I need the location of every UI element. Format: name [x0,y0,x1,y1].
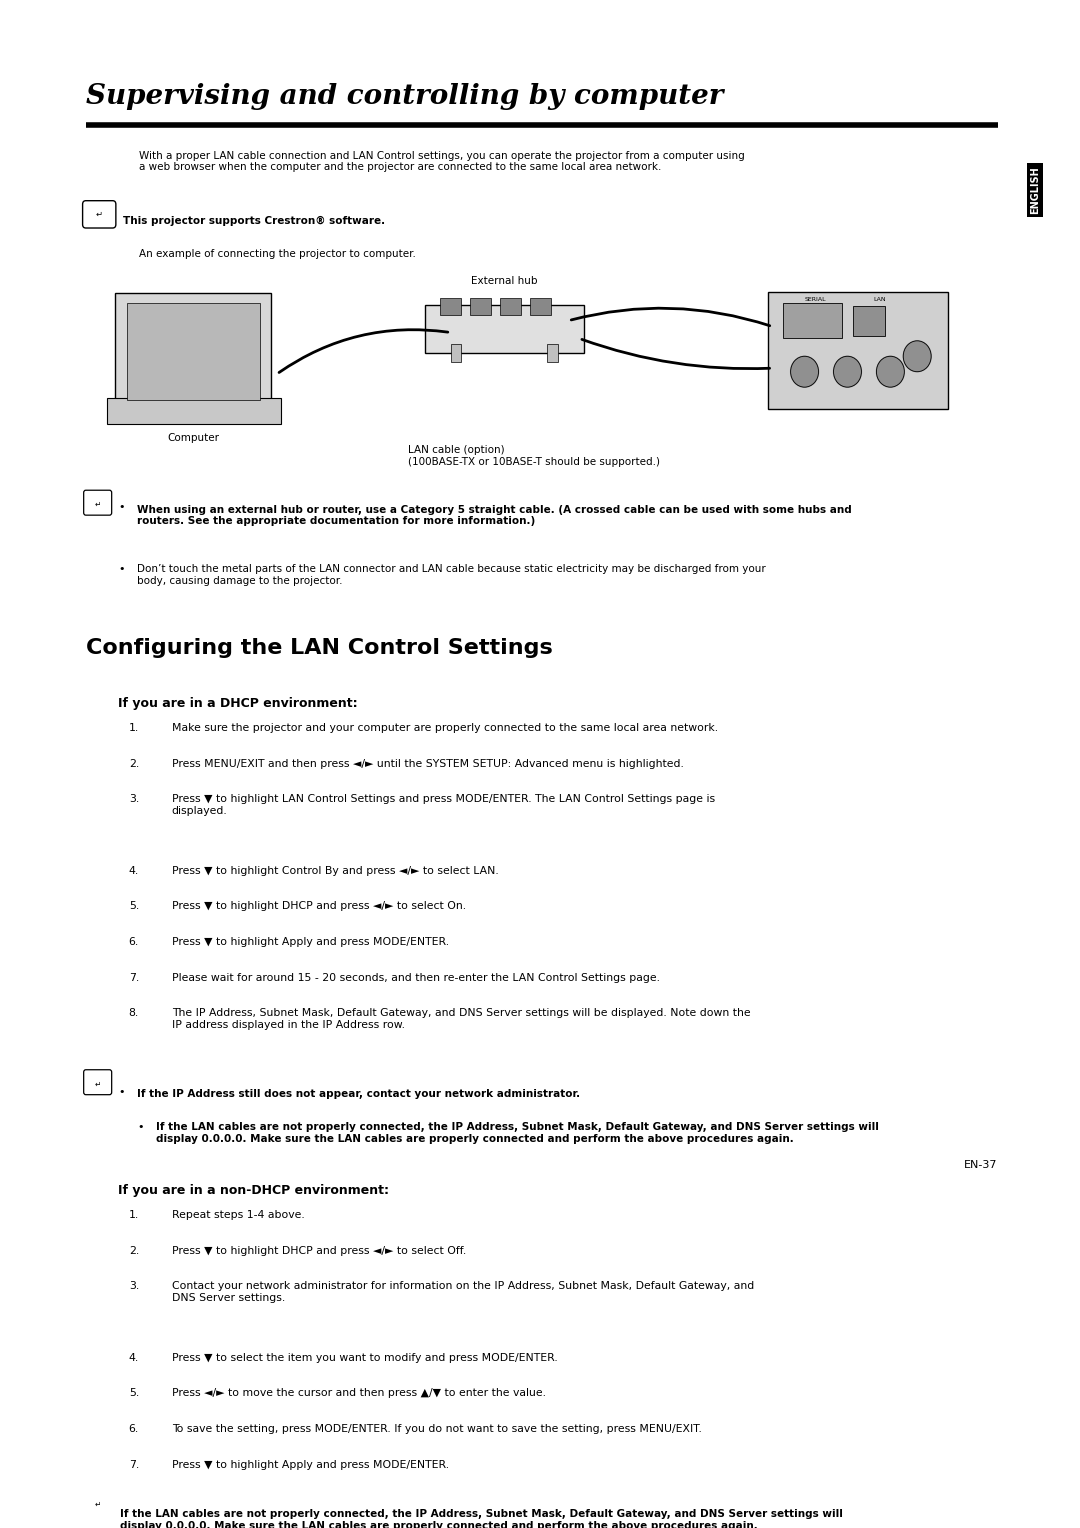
Text: When using an external hub or router, use a Category 5 straight cable. (A crosse: When using an external hub or router, us… [137,504,852,526]
Bar [783,303,842,339]
Text: EN-37: EN-37 [964,1160,998,1170]
Text: •: • [118,1086,124,1097]
Text: 3.: 3. [129,795,139,804]
Text: Press ▼ to highlight DHCP and press ◄/► to select Off.: Press ▼ to highlight DHCP and press ◄/► … [172,1245,465,1256]
Bar [530,298,552,315]
Bar [500,298,522,315]
Text: Don’t touch the metal parts of the LAN connector and LAN cable because static el: Don’t touch the metal parts of the LAN c… [137,564,766,585]
Text: An example of connecting the projector to computer.: An example of connecting the projector t… [139,249,416,260]
Text: Press ▼ to highlight Control By and press ◄/► to select LAN.: Press ▼ to highlight Control By and pres… [172,866,498,876]
Text: If the IP Address still does not appear, contact your network administrator.: If the IP Address still does not appear,… [137,1089,580,1099]
Text: ↵: ↵ [95,209,103,219]
Text: 1.: 1. [129,1210,139,1221]
Circle shape [903,341,931,371]
Bar [450,344,461,362]
Text: Repeat steps 1-4 above.: Repeat steps 1-4 above. [172,1210,305,1221]
Text: 6.: 6. [129,937,139,947]
FancyBboxPatch shape [768,292,948,408]
Text: The IP Address, Subnet Mask, Default Gateway, and DNS Server settings will be di: The IP Address, Subnet Mask, Default Gat… [172,1008,751,1030]
Text: •: • [118,503,124,512]
Text: LAN: LAN [874,296,886,303]
Text: Please wait for around 15 - 20 seconds, and then re-enter the LAN Control Settin: Please wait for around 15 - 20 seconds, … [172,973,660,983]
Text: To save the setting, press MODE/ENTER. If you do not want to save the setting, p: To save the setting, press MODE/ENTER. I… [172,1424,702,1433]
Text: 1.: 1. [129,723,139,733]
Text: Press ▼ to select the item you want to modify and press MODE/ENTER.: Press ▼ to select the item you want to m… [172,1352,557,1363]
Circle shape [791,356,819,387]
Text: 5.: 5. [129,1389,139,1398]
FancyBboxPatch shape [114,293,271,408]
Text: If you are in a non-DHCP environment:: If you are in a non-DHCP environment: [118,1184,389,1196]
Text: 8.: 8. [129,1008,139,1018]
Bar [440,298,461,315]
Text: Press ▼ to highlight Apply and press MODE/ENTER.: Press ▼ to highlight Apply and press MOD… [172,1459,449,1470]
Text: SERIAL: SERIAL [805,296,826,303]
Text: •: • [137,1122,144,1132]
Text: External hub: External hub [471,275,538,286]
Circle shape [834,356,862,387]
Text: ENGLISH: ENGLISH [1030,167,1040,214]
Text: Contact your network administrator for information on the IP Address, Subnet Mas: Contact your network administrator for i… [172,1282,754,1303]
Text: 7.: 7. [129,1459,139,1470]
Text: 4.: 4. [129,1352,139,1363]
FancyBboxPatch shape [424,306,583,353]
Text: With a proper LAN cable connection and LAN Control settings, you can operate the: With a proper LAN cable connection and L… [139,151,745,173]
Text: Press MENU/EXIT and then press ◄/► until the SYSTEM SETUP: Advanced menu is high: Press MENU/EXIT and then press ◄/► until… [172,759,684,769]
Text: Configuring the LAN Control Settings: Configuring the LAN Control Settings [85,637,553,657]
Text: ↵: ↵ [94,1080,100,1089]
Text: Press ▼ to highlight DHCP and press ◄/► to select On.: Press ▼ to highlight DHCP and press ◄/► … [172,902,465,911]
Text: 5.: 5. [129,902,139,911]
Text: Press ◄/► to move the cursor and then press ▲/▼ to enter the value.: Press ◄/► to move the cursor and then pr… [172,1389,545,1398]
Text: 2.: 2. [129,1245,139,1256]
Text: Press ▼ to highlight Apply and press MODE/ENTER.: Press ▼ to highlight Apply and press MOD… [172,937,449,947]
Text: 4.: 4. [129,866,139,876]
Text: LAN cable (option)
(100BASE-TX or 10BASE-T should be supported.): LAN cable (option) (100BASE-TX or 10BASE… [407,445,660,468]
Text: ↵: ↵ [94,1500,100,1510]
Bar [470,298,491,315]
Text: If you are in a DHCP environment:: If you are in a DHCP environment: [118,697,357,711]
FancyBboxPatch shape [126,303,259,400]
Text: Make sure the projector and your computer are properly connected to the same loc: Make sure the projector and your compute… [172,723,718,733]
Bar [548,344,558,362]
Text: If the LAN cables are not properly connected, the IP Address, Subnet Mask, Defau: If the LAN cables are not properly conne… [120,1510,843,1528]
Text: Press ▼ to highlight LAN Control Settings and press MODE/ENTER. The LAN Control : Press ▼ to highlight LAN Control Setting… [172,795,715,816]
Text: ↵: ↵ [94,500,100,509]
Text: 6.: 6. [129,1424,139,1433]
Circle shape [877,356,904,387]
Text: 7.: 7. [129,973,139,983]
FancyBboxPatch shape [107,397,281,423]
Text: 2.: 2. [129,759,139,769]
Text: 3.: 3. [129,1282,139,1291]
Text: Supervising and controlling by computer: Supervising and controlling by computer [85,83,724,110]
Text: •: • [118,564,124,575]
Bar [853,307,885,336]
Text: If the LAN cables are not properly connected, the IP Address, Subnet Mask, Defau: If the LAN cables are not properly conne… [156,1122,878,1144]
Text: This projector supports Crestron® software.: This projector supports Crestron® softwa… [123,215,386,226]
Text: Computer: Computer [167,434,219,443]
